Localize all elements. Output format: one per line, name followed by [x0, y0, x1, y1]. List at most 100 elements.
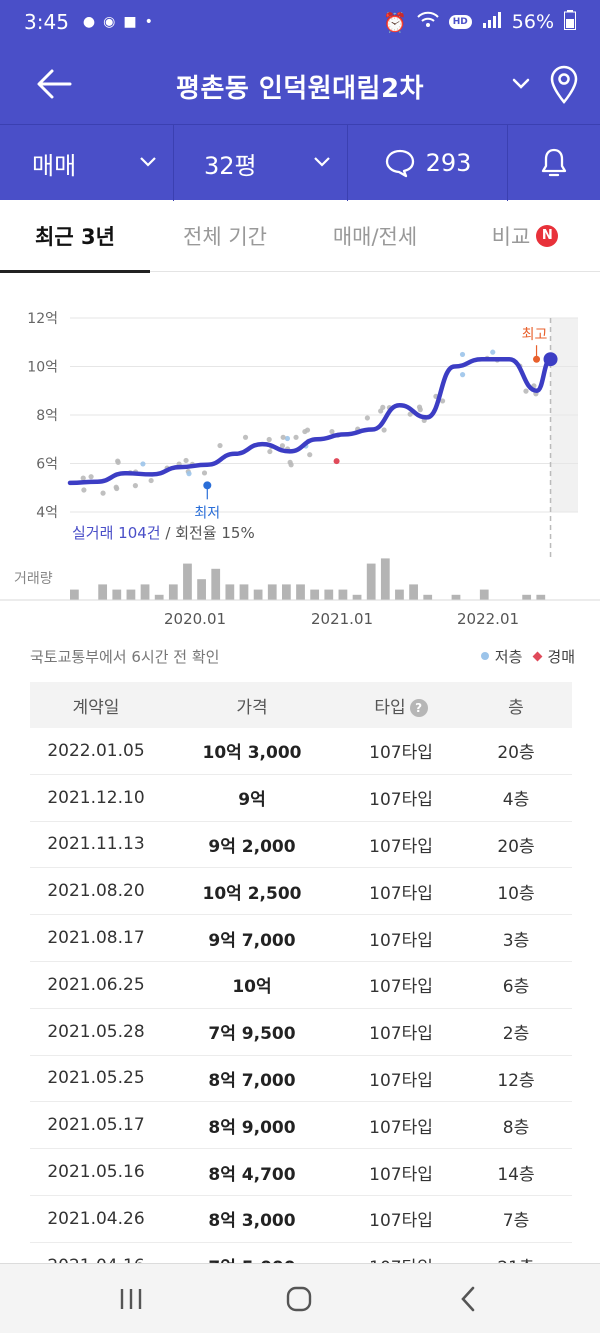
volume-bar	[451, 594, 461, 600]
volume-bar	[112, 589, 122, 600]
transaction-point	[267, 448, 273, 455]
table-body: 2022.01.05 10억 3,000 107타입 20층 2021.12.10 9억 1…	[30, 728, 572, 1290]
transaction-point	[279, 443, 286, 449]
transaction-point	[288, 462, 294, 468]
table-row[interactable]: 2021.05.16 8억 4,700 107타입 14층	[30, 1149, 572, 1196]
back-nav-button[interactable]	[458, 1286, 478, 1312]
row-price: 9억	[238, 790, 266, 811]
transaction-point	[201, 470, 208, 476]
table-row[interactable]: 2021.05.17 8억 9,000 107타입 8층	[30, 1102, 572, 1150]
auction-point	[333, 458, 340, 465]
size-value: 32평	[204, 151, 257, 180]
status-bar: 3:45 ● ◉ ■ • ⏰ HD 56%	[0, 0, 600, 44]
transaction-point	[364, 415, 370, 421]
row-date: 2021.08.20	[47, 881, 145, 902]
row-type: 107타입	[369, 1164, 433, 1185]
transaction-point	[490, 349, 496, 355]
comment-count: 293	[425, 149, 472, 177]
volume-bar	[282, 584, 291, 600]
price-trend-line	[67, 356, 553, 486]
volume-bar	[380, 558, 390, 600]
back-button[interactable]	[34, 66, 74, 102]
row-date: 2021.11.13	[47, 834, 145, 855]
page-title: 평촌동 인덕원대림2차	[176, 74, 424, 104]
row-type: 107타입	[369, 1024, 433, 1045]
row-date: 2021.05.25	[47, 1068, 145, 1089]
table-row[interactable]: 2021.05.25 8억 7,000 107타입 12층	[30, 1056, 572, 1103]
x-tick-label: 2020.01	[164, 610, 227, 628]
volume-bar	[239, 584, 249, 600]
tab-sale-lease[interactable]: 매매/전세	[332, 225, 418, 249]
hd-voice-badge: HD	[448, 15, 472, 29]
table-row[interactable]: 2021.11.13 9억 2,000 107타입 20층	[30, 822, 572, 869]
row-type: 107타입	[369, 1070, 433, 1091]
table-row[interactable]: 2021.04.26 8억 3,000 107타입 7층	[30, 1196, 572, 1243]
notification-button[interactable]	[508, 125, 600, 201]
comments-button[interactable]: 293	[348, 125, 508, 201]
volume-bar	[154, 594, 164, 600]
help-icon[interactable]: ?	[409, 698, 428, 717]
row-floor: 20층	[497, 743, 535, 764]
trade-type-selector[interactable]: 매매	[0, 125, 174, 201]
row-floor: 7층	[502, 1211, 530, 1232]
transaction-point	[284, 435, 291, 442]
row-floor: 4층	[502, 790, 530, 811]
volume-bar	[253, 589, 263, 600]
row-type: 107타입	[369, 883, 433, 904]
transaction-point	[115, 459, 121, 465]
table-row[interactable]: 2021.06.25 10억 107타입 6층	[30, 962, 572, 1009]
filter-bar: 매매 32평 293	[0, 124, 600, 201]
tab-all-period[interactable]: 전체 기간	[183, 225, 267, 249]
volume-bar	[126, 589, 136, 600]
header-price: 가격	[236, 697, 268, 718]
table-row[interactable]: 2021.08.20 10억 2,500 107타입 10층	[30, 868, 572, 916]
row-date: 2021.04.26	[47, 1208, 145, 1229]
tab-compare[interactable]: 비교 N	[450, 200, 600, 272]
max-label: 최고	[522, 327, 548, 343]
row-price: 8억 4,700	[208, 1164, 296, 1185]
transaction-point	[439, 398, 446, 404]
row-price: 8억 9,000	[208, 1117, 296, 1138]
transaction-point	[407, 411, 413, 417]
volume-bar	[140, 584, 150, 600]
max-point	[533, 355, 541, 363]
table-row[interactable]: 2022.01.05 10억 3,000 107타입 20층	[30, 728, 572, 775]
header-date: 계약일	[72, 697, 120, 718]
transaction-point	[459, 372, 466, 378]
chevron-down-icon	[314, 157, 330, 167]
table-row[interactable]: 2021.08.17 9억 7,000 107타입 3층	[30, 915, 572, 962]
legend-auction: 경매	[532, 646, 575, 667]
title-bar: 평촌동 인덕원대림2차	[0, 44, 600, 124]
tab-recent-3y[interactable]: 최근 3년	[0, 200, 150, 273]
transaction-point	[81, 487, 87, 493]
transaction-point	[329, 428, 335, 435]
row-price: 8억 7,000	[208, 1070, 296, 1091]
transaction-point	[242, 434, 249, 440]
transaction-point	[100, 490, 106, 496]
recent-apps-button[interactable]	[118, 1286, 144, 1312]
chevron-down-icon	[140, 157, 156, 167]
transaction-point	[140, 461, 146, 467]
row-floor: 14층	[497, 1164, 535, 1185]
bell-icon	[541, 148, 567, 177]
row-type: 107타입	[369, 1211, 433, 1232]
size-selector[interactable]: 32평	[174, 125, 348, 201]
row-date: 2021.05.16	[47, 1162, 145, 1183]
battery-level: 56%	[511, 11, 554, 33]
location-pin-icon	[550, 65, 578, 104]
price-chart[interactable]: 12억 10억 8억 6억 4억 최저 최고 실거래 104건 / 회전율 15% 거래량	[0, 272, 600, 602]
table-row[interactable]: 2021.12.10 9억 107타입 4층	[30, 775, 572, 822]
home-button[interactable]	[285, 1286, 313, 1312]
location-button[interactable]	[548, 64, 580, 104]
volume-bar	[70, 589, 79, 600]
price-chart-svg: 12억 10억 8억 6억 4억 최저 최고	[0, 311, 600, 601]
battery-icon	[564, 9, 576, 35]
title-dropdown-button[interactable]	[510, 72, 532, 94]
table-row[interactable]: 2021.05.28 7억 9,500 107타입 2층	[30, 1009, 572, 1056]
row-price: 9억 2,000	[208, 836, 296, 857]
talk-icon: ●	[82, 14, 96, 30]
status-time: 3:45	[24, 10, 69, 34]
row-price: 10억	[232, 977, 272, 998]
volume-bar	[225, 584, 235, 600]
transaction-point	[378, 408, 384, 414]
